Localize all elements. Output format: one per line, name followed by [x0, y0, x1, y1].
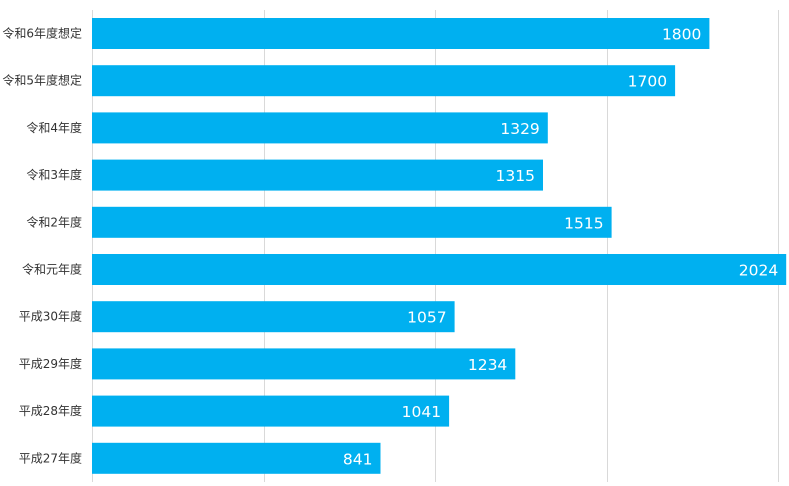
data-label: 1315	[496, 167, 535, 185]
category-label: 平成29年度	[19, 356, 82, 371]
category-label: 令和5年度想定	[2, 73, 82, 88]
bar	[92, 112, 548, 144]
data-label: 841	[343, 450, 373, 468]
category-label: 令和3年度	[26, 167, 82, 182]
bar	[92, 348, 516, 380]
bar	[92, 301, 455, 333]
category-label: 令和4年度	[26, 120, 82, 135]
category-label: 平成30年度	[19, 309, 82, 324]
data-label: 2024	[739, 262, 778, 280]
category-label: 平成28年度	[19, 403, 82, 418]
bar	[92, 442, 381, 474]
category-label: 令和6年度想定	[2, 26, 82, 41]
labels: 令和6年度想定 1800 令和5年度想定 1700 令和4年度 1329 令和3年度 1315…	[2, 26, 778, 469]
data-label: 1234	[468, 356, 507, 374]
bar	[92, 65, 676, 97]
bar	[92, 254, 787, 285]
data-label: 1515	[564, 214, 603, 232]
data-label: 1329	[500, 120, 539, 138]
bar	[92, 18, 710, 49]
category-label: 令和元年度	[22, 262, 82, 277]
category-label: 平成27年度	[19, 450, 82, 465]
bar	[92, 206, 612, 238]
data-label: 1700	[628, 73, 667, 91]
category-label: 令和2年度	[26, 214, 82, 229]
data-label: 1057	[407, 309, 446, 327]
data-label: 1800	[662, 26, 701, 44]
data-label: 1041	[402, 403, 441, 421]
bar	[92, 395, 450, 427]
bar	[92, 159, 543, 191]
bars	[92, 18, 787, 474]
